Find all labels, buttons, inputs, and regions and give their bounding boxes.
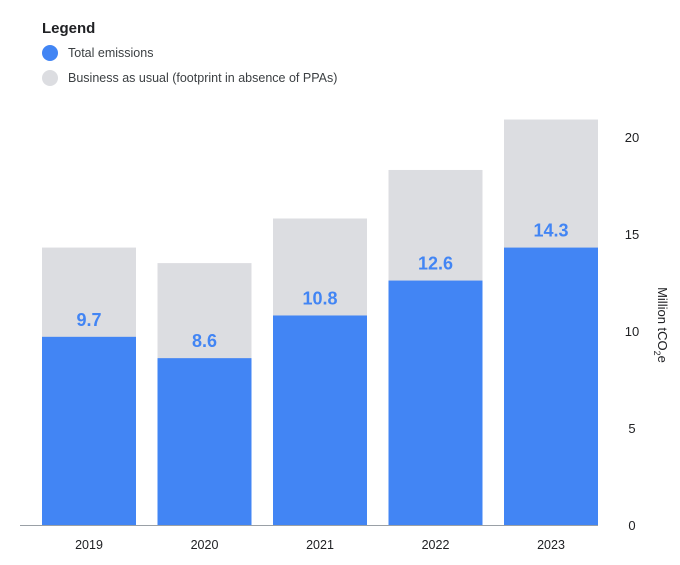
x-tick-2020: 2020 bbox=[191, 538, 219, 552]
legend-swatch-bau bbox=[42, 70, 58, 86]
legend-item-bau: Business as usual (footprint in absence … bbox=[42, 70, 337, 86]
bar-total-2021 bbox=[273, 315, 367, 525]
legend-item-total: Total emissions bbox=[42, 45, 337, 61]
legend-swatch-total bbox=[42, 45, 58, 61]
y-tick-0: 0 bbox=[628, 518, 635, 533]
y-tick-15: 15 bbox=[625, 227, 639, 242]
x-tick-2021: 2021 bbox=[306, 538, 334, 552]
y-axis-title: Million tCO2e bbox=[652, 287, 670, 363]
data-label-2022: 12.6 bbox=[418, 254, 453, 274]
y-tick-5: 5 bbox=[628, 421, 635, 436]
data-label-2019: 9.7 bbox=[76, 310, 101, 330]
legend-label-total: Total emissions bbox=[68, 46, 154, 60]
legend-title: Legend bbox=[42, 20, 96, 37]
x-tick-2022: 2022 bbox=[422, 538, 450, 552]
bar-total-2019 bbox=[42, 336, 136, 525]
data-label-2020: 8.6 bbox=[192, 331, 217, 351]
bar-total-2023 bbox=[504, 247, 598, 525]
legend-label-bau: Business as usual (footprint in absence … bbox=[68, 71, 338, 85]
data-label-2021: 10.8 bbox=[302, 288, 337, 308]
bar-total-2022 bbox=[388, 280, 483, 525]
x-tick-2023: 2023 bbox=[537, 538, 565, 552]
y-tick-10: 10 bbox=[625, 324, 639, 339]
data-label-2023: 14.3 bbox=[533, 221, 568, 241]
y-tick-20: 20 bbox=[625, 130, 639, 145]
x-tick-2019: 2019 bbox=[75, 538, 103, 552]
legend: Legend Total emissions Business as usual… bbox=[42, 20, 337, 95]
bar-total-2020 bbox=[157, 358, 252, 525]
